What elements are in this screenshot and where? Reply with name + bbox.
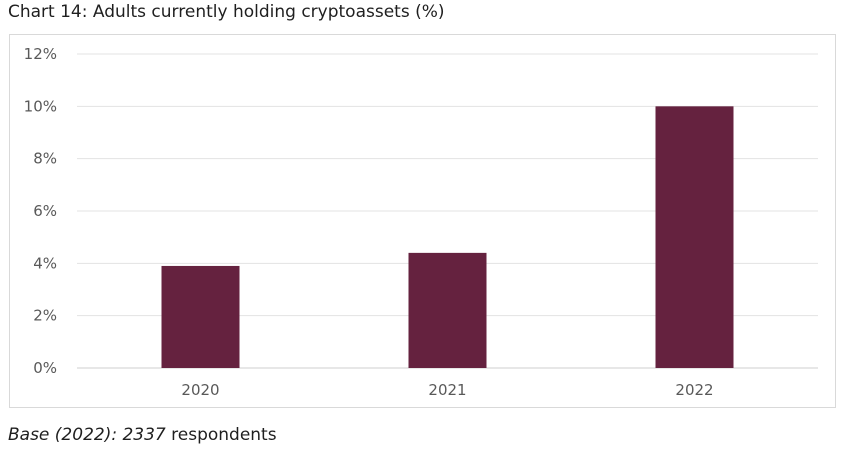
x-tick-label: 2022 — [675, 381, 713, 399]
chart-frame — [9, 34, 836, 408]
y-tick-label: 10% — [24, 97, 57, 115]
chart-title: Chart 14: Adults currently holding crypt… — [8, 2, 445, 22]
x-tick-label: 2021 — [428, 381, 466, 399]
y-tick-label: 2% — [33, 307, 57, 325]
bars — [161, 106, 734, 368]
y-tick-label: 0% — [33, 359, 57, 377]
bar-2022 — [655, 106, 734, 368]
y-tick-label: 4% — [33, 254, 57, 272]
footnote-respondents: respondents — [165, 425, 277, 445]
base-footnote: Base (2022): 2337 respondents — [8, 425, 277, 445]
bar-2021 — [408, 252, 487, 368]
y-tick-label: 6% — [33, 202, 57, 220]
footnote-base: Base (2022): 2337 — [8, 425, 166, 445]
bar-2020 — [161, 265, 240, 368]
y-tick-label: 12% — [24, 45, 57, 63]
x-axis-tick-labels: 2020 2021 2022 — [181, 381, 713, 399]
x-tick-label: 2020 — [181, 381, 219, 399]
y-tick-label: 8% — [33, 150, 57, 168]
y-axis-tick-labels: 0% 2% 4% 6% 8% 10% 12% — [24, 45, 57, 377]
